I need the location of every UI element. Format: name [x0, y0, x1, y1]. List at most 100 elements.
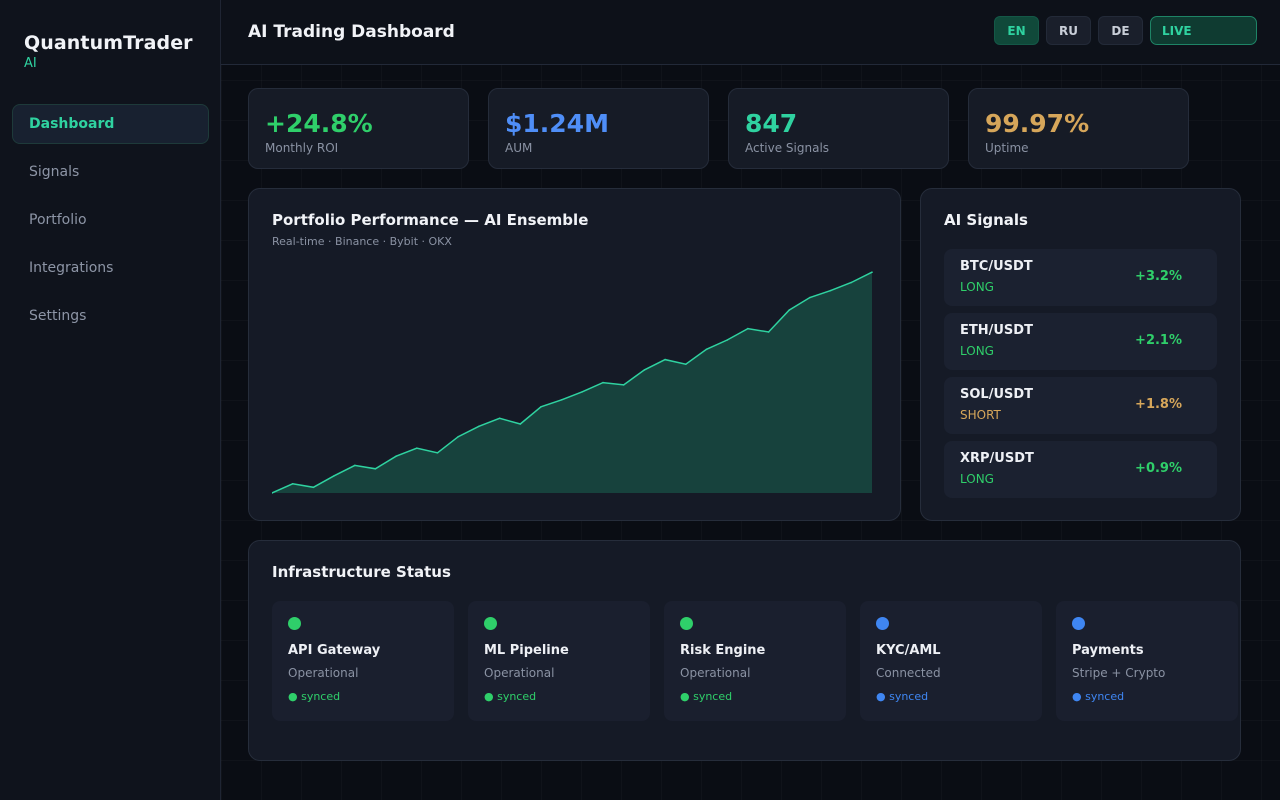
chart-point — [272, 492, 273, 494]
lang-button-de[interactable]: DE — [1098, 16, 1143, 45]
chart-point — [726, 339, 728, 341]
chart-point — [560, 399, 563, 401]
chart-point — [664, 358, 666, 361]
kpi-label: Active Signals — [745, 141, 830, 155]
kpi-card-roi: +24.8% Monthly ROI — [248, 88, 469, 169]
chart-point — [747, 327, 749, 330]
signal-side: LONG — [960, 280, 994, 294]
performance-chart — [272, 271, 873, 494]
chart-point — [395, 455, 397, 457]
infra-name: API Gateway — [288, 643, 381, 658]
chart-point — [809, 296, 811, 299]
infra-item-api-gateway[interactable]: API Gateway Operational ● synced — [272, 601, 454, 721]
chart-point — [829, 289, 832, 292]
signal-side: LONG — [960, 344, 994, 358]
chart-line-series — [272, 271, 873, 494]
signal-change: +2.1% — [1135, 333, 1182, 348]
infra-sync: ● synced — [484, 690, 537, 703]
infra-sync: ● synced — [288, 690, 341, 703]
signal-side: LONG — [960, 472, 994, 486]
chart-point — [291, 483, 294, 485]
chart-point — [436, 452, 439, 454]
chart-point — [602, 381, 604, 384]
signal-row-sol[interactable]: SOL/USDT SHORT +1.8% — [944, 377, 1217, 434]
kpi-label: Monthly ROI — [265, 141, 339, 155]
chart-point — [871, 271, 873, 273]
chart-point — [581, 391, 584, 393]
chart-point — [788, 309, 790, 311]
chart-point — [312, 486, 315, 489]
sidebar-item-portfolio[interactable]: Portfolio — [29, 212, 87, 228]
brand-name: QuantumTrader — [24, 32, 193, 54]
signals-title: AI Signals — [944, 211, 1028, 229]
infra-item-ml-pipeline[interactable]: ML Pipeline Operational ● synced — [468, 601, 650, 721]
infra-state: Operational — [288, 666, 359, 680]
infra-state: Connected — [876, 666, 941, 680]
kpi-value: 99.97% — [985, 109, 1090, 138]
performance-title: Portfolio Performance — AI Ensemble — [272, 211, 589, 229]
infra-state: Stripe + Crypto — [1072, 666, 1166, 680]
language-switcher: EN RU DE LIVE — [994, 16, 1257, 45]
chart-point — [333, 475, 335, 477]
brand: QuantumTrader AI — [24, 32, 193, 71]
signals-card: AI Signals BTC/USDT LONG +3.2% ETH/USDT … — [920, 188, 1241, 521]
performance-card: Portfolio Performance — AI Ensemble Real… — [248, 188, 901, 521]
status-dot-icon — [1072, 617, 1085, 630]
infra-item-risk-engine[interactable]: Risk Engine Operational ● synced — [664, 601, 846, 721]
infra-sync: ● synced — [1072, 690, 1125, 703]
kpi-card-aum: $1.24M AUM — [488, 88, 709, 169]
signal-side: SHORT — [960, 408, 1001, 422]
sidebar-item-integrations[interactable]: Integrations — [29, 260, 114, 276]
infra-item-kyc-aml[interactable]: KYC/AML Connected ● synced — [860, 601, 1042, 721]
signal-row-btc[interactable]: BTC/USDT LONG +3.2% — [944, 249, 1217, 306]
chart-point — [478, 425, 480, 428]
infra-sync: ● synced — [876, 690, 929, 703]
infra-name: ML Pipeline — [484, 643, 569, 658]
sidebar-item-signals[interactable]: Signals — [29, 164, 80, 180]
chart-point — [519, 423, 522, 425]
infra-name: Risk Engine — [680, 643, 766, 658]
page-title: AI Trading Dashboard — [248, 22, 455, 42]
live-button[interactable]: LIVE — [1150, 16, 1257, 45]
lang-button-en[interactable]: EN — [994, 16, 1039, 45]
chart-point — [540, 406, 542, 408]
chart-point — [498, 417, 501, 420]
chart-point — [354, 464, 356, 467]
main-content: AI Trading Dashboard EN RU DE LIVE +24.8… — [221, 0, 1280, 800]
signal-pair: BTC/USDT — [960, 259, 1033, 274]
sidebar: QuantumTrader AI Dashboard Signals Portf… — [0, 0, 221, 800]
chart-point — [416, 447, 418, 449]
kpi-label: Uptime — [985, 141, 1029, 155]
signal-row-xrp[interactable]: XRP/USDT LONG +0.9% — [944, 441, 1217, 498]
sidebar-item-settings[interactable]: Settings — [29, 308, 87, 324]
infrastructure-card: Infrastructure Status API Gateway Operat… — [248, 540, 1241, 761]
chart-point — [685, 363, 687, 365]
infra-item-payments[interactable]: Payments Stripe + Crypto ● synced — [1056, 601, 1238, 721]
sidebar-item-dashboard[interactable]: Dashboard — [12, 104, 209, 144]
topbar: AI Trading Dashboard EN RU DE LIVE — [221, 0, 1280, 65]
chart-point — [850, 281, 853, 284]
signal-change: +1.8% — [1135, 397, 1182, 412]
chart-area-fill — [272, 272, 872, 493]
sidebar-nav: Dashboard Signals Portfolio Integrations… — [12, 104, 209, 344]
chart-point — [705, 348, 708, 351]
kpi-card-active-signals: 847 Active Signals — [728, 88, 949, 169]
performance-subtitle: Real-time · Binance · Bybit · OKX — [272, 235, 452, 248]
signal-pair: XRP/USDT — [960, 451, 1034, 466]
signal-row-eth[interactable]: ETH/USDT LONG +2.1% — [944, 313, 1217, 370]
chart-point — [374, 468, 377, 470]
kpi-value: +24.8% — [265, 109, 373, 138]
chart-point — [457, 435, 459, 438]
chart-point — [767, 331, 770, 333]
kpi-value: $1.24M — [505, 109, 609, 138]
kpi-label: AUM — [505, 141, 533, 155]
signal-pair: SOL/USDT — [960, 387, 1034, 402]
lang-button-ru[interactable]: RU — [1046, 16, 1091, 45]
infrastructure-title: Infrastructure Status — [272, 563, 451, 581]
kpi-card-uptime: 99.97% Uptime — [968, 88, 1189, 169]
infra-state: Operational — [484, 666, 555, 680]
signal-change: +0.9% — [1135, 461, 1182, 476]
infra-name: Payments — [1072, 643, 1144, 658]
signal-change: +3.2% — [1135, 269, 1182, 284]
